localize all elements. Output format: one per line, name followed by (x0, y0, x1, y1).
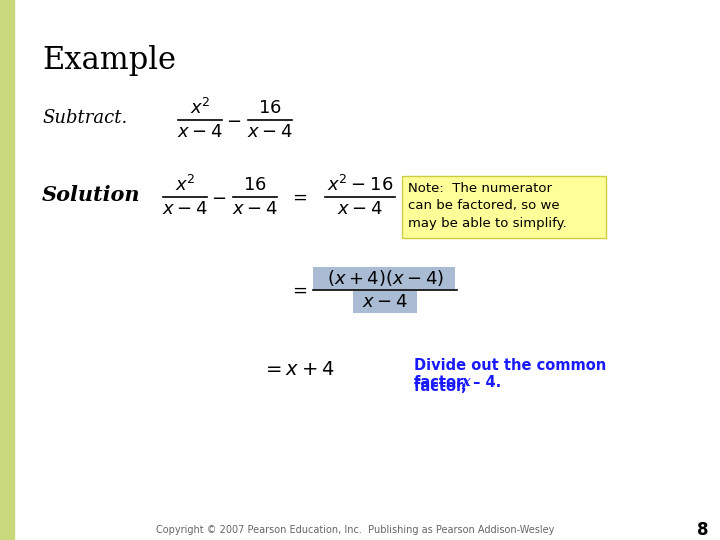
Bar (0, 0, 14, 540)
Text: $x-4$: $x-4$ (162, 200, 208, 218)
Text: $(x+4)(x-4)$: $(x+4)(x-4)$ (327, 268, 444, 288)
Text: $16$: $16$ (258, 99, 282, 117)
FancyBboxPatch shape (313, 267, 455, 289)
Text: $x-4$: $x-4$ (232, 200, 278, 218)
Text: Note:  The numerator
can be factored, so we
may be able to simplify.: Note: The numerator can be factored, so … (408, 182, 567, 230)
Text: Example: Example (42, 45, 176, 76)
Text: $-$: $-$ (212, 188, 227, 206)
Text: – 4.: – 4. (468, 375, 501, 390)
FancyBboxPatch shape (402, 176, 606, 238)
Text: Copyright © 2007 Pearson Education, Inc.  Publishing as Pearson Addison-Wesley: Copyright © 2007 Pearson Education, Inc.… (156, 525, 554, 535)
Text: x: x (461, 375, 469, 389)
Text: $=$: $=$ (289, 281, 307, 299)
Text: Solution: Solution (42, 185, 140, 205)
Text: $x^2$: $x^2$ (189, 98, 210, 118)
Text: $-$: $-$ (226, 111, 242, 129)
FancyBboxPatch shape (353, 291, 417, 313)
Text: $=$: $=$ (289, 188, 307, 206)
Text: $16$: $16$ (243, 176, 267, 194)
Text: $x-4$: $x-4$ (337, 200, 383, 218)
Text: factor,: factor, (414, 375, 472, 390)
Text: $x^2$: $x^2$ (175, 175, 195, 195)
Text: $x-4$: $x-4$ (247, 123, 293, 141)
Text: $x-4$: $x-4$ (177, 123, 222, 141)
Text: $x^2-16$: $x^2-16$ (327, 175, 393, 195)
Text: $= x+4$: $= x+4$ (261, 361, 334, 379)
Text: $x-4$: $x-4$ (362, 293, 408, 311)
Text: 8: 8 (697, 521, 708, 539)
Text: Divide out the common
factor,: Divide out the common factor, (414, 358, 606, 394)
Text: Subtract.: Subtract. (42, 109, 127, 127)
